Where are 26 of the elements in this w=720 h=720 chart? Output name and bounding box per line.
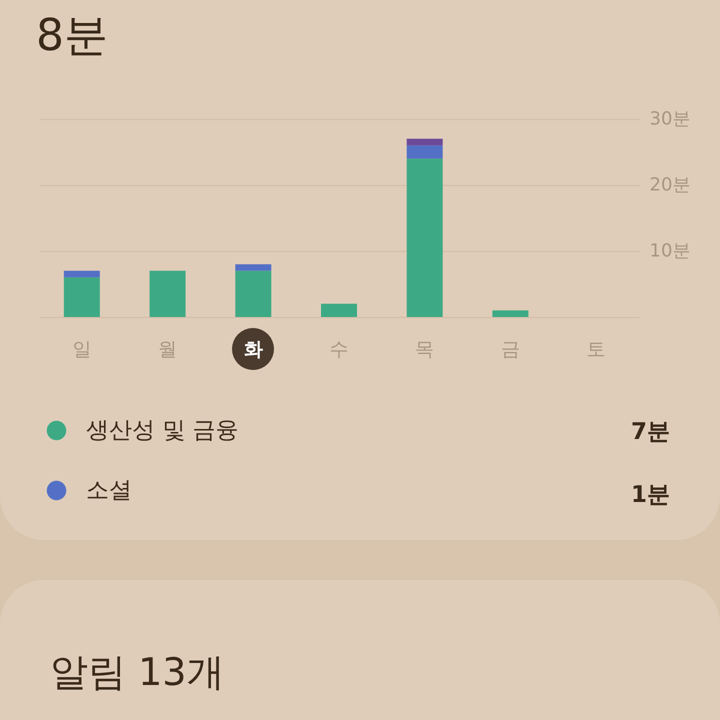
- bar: [406, 145, 443, 159]
- bar: [406, 138, 443, 146]
- bar: [492, 310, 528, 317]
- y-tick-label: 10분: [650, 240, 690, 262]
- x-tick-label: 금: [500, 338, 520, 360]
- x-tick-label: 수: [330, 338, 348, 360]
- bar: [150, 270, 186, 317]
- text: 1분: [630, 482, 670, 508]
- legend-label: 생산성 및 금융: [86, 418, 239, 444]
- x-tick-label: 화: [244, 338, 263, 360]
- y-tick-label: 20분: [650, 174, 690, 196]
- bar: [64, 270, 100, 278]
- y-tick-label: 30분: [650, 108, 690, 130]
- text: 7분: [630, 418, 670, 444]
- x-tick-label: 토: [586, 338, 606, 360]
- x-tick-label: 목: [415, 338, 434, 360]
- x-tick-label: 일: [72, 338, 92, 360]
- bar: [64, 277, 100, 317]
- bar: [235, 270, 272, 317]
- legend-label: 소셜: [86, 478, 132, 504]
- bar: [406, 158, 443, 317]
- bar: [235, 264, 272, 271]
- chart-title: 8분: [36, 10, 108, 61]
- text: 알림 13개: [50, 650, 224, 694]
- bar: [321, 304, 357, 317]
- x-tick-label: 월: [158, 338, 178, 360]
